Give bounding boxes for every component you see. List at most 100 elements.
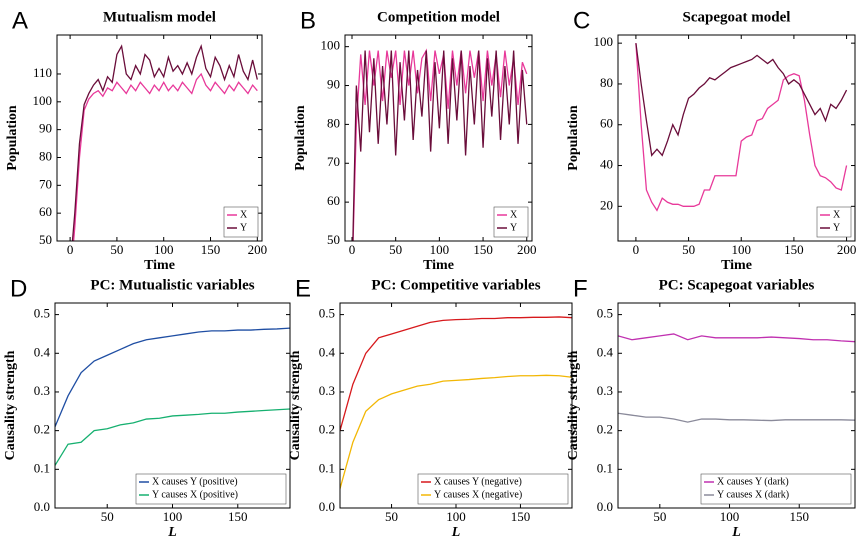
- panel: F PC: Scapegoat variables L Causality stren…: [566, 275, 856, 536]
- panel-letter: F: [573, 275, 588, 302]
- legend-box: [223, 206, 259, 238]
- y-tick-label: 0.3: [319, 383, 335, 398]
- y-axis-label: Causality strength: [566, 350, 581, 460]
- y-tick-label: 80: [327, 115, 340, 130]
- series-line: [618, 412, 855, 423]
- legend-box: [816, 206, 852, 238]
- series-line: [340, 374, 572, 489]
- y-tick-label: 50: [327, 232, 340, 247]
- chart-title: PC: Competitive variables: [371, 277, 540, 293]
- x-tick-label: 100: [720, 509, 740, 524]
- x-tick-label: 50: [385, 509, 398, 524]
- y-tick-label: 70: [327, 154, 340, 169]
- x-tick-label: 100: [731, 242, 751, 257]
- x-axis-label: L: [167, 525, 177, 536]
- lines: [618, 333, 855, 423]
- y-tick-label: 0.0: [597, 499, 613, 514]
- y-tick-label: 40: [600, 157, 613, 172]
- x-tick-label: 150: [789, 509, 809, 524]
- x-tick-label: 0: [633, 242, 640, 257]
- legend-label: X: [240, 209, 248, 220]
- series-line: [55, 327, 290, 428]
- x-tick-label: 100: [446, 509, 466, 524]
- lines: [71, 43, 258, 241]
- series-line: [72, 72, 258, 241]
- x-axis-label: Time: [144, 258, 175, 273]
- legend-label: Y: [240, 222, 247, 233]
- y-tick-label: 60: [327, 193, 340, 208]
- y-tick-label: 90: [327, 77, 340, 92]
- plot-frame: [339, 302, 573, 509]
- panel: D PC: Mutualistic variables L Causality str…: [3, 275, 291, 536]
- panel: A Mutualism model Time Population 0 50 100 150 2…: [5, 7, 268, 273]
- y-tick-label: 100: [594, 34, 614, 49]
- y-tick-label: 0.2: [34, 422, 50, 437]
- legend-label: Y causes X (positive): [152, 489, 238, 500]
- y-tick-label: 0.3: [597, 383, 613, 398]
- x-tick-label: 50: [682, 242, 695, 257]
- y-axis-label: Population: [566, 105, 581, 171]
- panel-letter: D: [10, 275, 27, 302]
- x-tick-label: 50: [653, 509, 666, 524]
- x-tick-label: 150: [511, 509, 531, 524]
- y-tick-label: 0.3: [34, 383, 50, 398]
- y-axis-label: Population: [5, 105, 20, 171]
- legend-box: [700, 473, 852, 505]
- legend-label: X: [833, 209, 841, 220]
- x-tick-label: 150: [201, 242, 221, 257]
- y-tick-label: 70: [39, 176, 52, 191]
- x-tick-label: 200: [517, 242, 537, 257]
- x-tick-label: 200: [248, 242, 268, 257]
- plot-frame: [617, 302, 856, 509]
- panel-letter: E: [295, 275, 311, 302]
- chart-title: Scapegoat model: [683, 9, 791, 25]
- lines: [55, 327, 290, 466]
- y-tick-label: 50: [39, 232, 52, 247]
- x-tick-label: 100: [430, 242, 450, 257]
- panel: C Scapegoat model Time Population 0 50 100 150 2…: [566, 7, 856, 273]
- y-tick-label: 110: [33, 65, 52, 80]
- y-tick-label: 0.1: [597, 460, 613, 475]
- y-tick-label: 0.2: [597, 422, 613, 437]
- legend-label: Y: [510, 222, 517, 233]
- x-tick-label: 150: [784, 242, 804, 257]
- panel-letter: C: [573, 7, 590, 34]
- panel-letter: A: [12, 7, 28, 34]
- legend-box: [493, 206, 529, 238]
- series-line: [618, 333, 855, 343]
- y-tick-label: 0.1: [319, 460, 335, 475]
- x-tick-label: 200: [837, 242, 857, 257]
- y-tick-label: 0.0: [319, 499, 335, 514]
- x-axis-label: Time: [721, 258, 752, 273]
- x-tick-label: 50: [389, 242, 402, 257]
- x-tick-label: 0: [67, 242, 74, 257]
- y-tick-label: 90: [39, 121, 52, 136]
- plot-frame: [344, 34, 533, 242]
- panel-letter: B: [300, 7, 316, 34]
- y-tick-label: 0.4: [34, 344, 51, 359]
- y-tick-label: 60: [39, 204, 52, 219]
- y-tick-label: 60: [600, 116, 613, 131]
- lines: [635, 43, 848, 212]
- y-tick-label: 0.5: [319, 306, 335, 321]
- legend-label: X: [510, 209, 518, 220]
- y-tick-label: 0.1: [34, 460, 50, 475]
- y-tick-label: 0.0: [34, 499, 50, 514]
- x-tick-label: 100: [154, 242, 174, 257]
- x-tick-label: 50: [110, 242, 123, 257]
- y-axis-label: Population: [293, 105, 308, 171]
- panel: B Competition model Time Population 0 50 100 15…: [293, 7, 537, 273]
- chart-title: Competition model: [377, 9, 500, 25]
- plot-frame: [56, 34, 263, 242]
- legend-label: X causes Y (negative): [434, 476, 522, 487]
- legend-box: [417, 473, 569, 505]
- series-line: [352, 50, 528, 241]
- legend-label: Y: [833, 222, 840, 233]
- chart-title: PC: Mutualistic variables: [90, 277, 254, 293]
- plot-frame: [54, 302, 291, 509]
- x-axis-label: L: [731, 525, 741, 536]
- y-tick-label: 80: [600, 75, 613, 90]
- x-tick-label: 150: [473, 242, 493, 257]
- series-line: [71, 43, 258, 241]
